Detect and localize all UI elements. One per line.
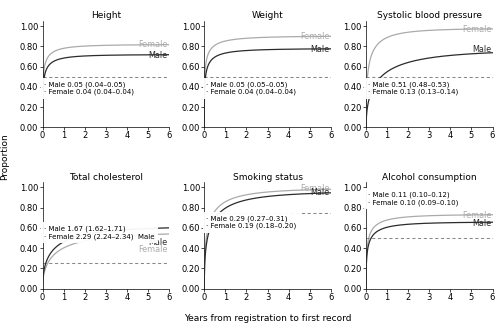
Title: Total cholesterol: Total cholesterol [68, 173, 142, 182]
Title: Smoking status: Smoking status [232, 173, 302, 182]
Text: · Male 0.11 (0.10–0.12)
· Female 0.10 (0.09–0.10): · Male 0.11 (0.10–0.12) · Female 0.10 (0… [368, 191, 458, 205]
Title: Systolic blood pressure: Systolic blood pressure [377, 11, 482, 21]
Text: Male: Male [148, 51, 168, 60]
Text: · Male 0.29 (0.27–0.31)
· Female 0.19 (0.18–0.20): · Male 0.29 (0.27–0.31) · Female 0.19 (0… [206, 215, 296, 229]
Text: Male: Male [148, 238, 168, 247]
Text: Female: Female [462, 25, 492, 34]
Text: Female: Female [300, 185, 330, 194]
Text: Male: Male [472, 46, 492, 54]
Text: · Male 0.05 (0.04–0.05)
· Female 0.04 (0.04–0.04): · Male 0.05 (0.04–0.05) · Female 0.04 (0… [44, 81, 134, 95]
Text: Female: Female [300, 32, 330, 41]
Text: Male: Male [310, 188, 330, 197]
Text: Female: Female [138, 40, 168, 50]
Text: Male: Male [472, 219, 492, 228]
Title: Height: Height [90, 11, 121, 21]
Text: · Male 1.67 (1.62–1.71)
· Female 2.29 (2.24–2.34)  Male: · Male 1.67 (1.62–1.71) · Female 2.29 (2… [44, 226, 154, 240]
Text: Proportion: Proportion [0, 133, 10, 180]
Text: Years from registration to first record: Years from registration to first record [184, 314, 351, 323]
Text: Female: Female [462, 211, 492, 220]
Title: Weight: Weight [252, 11, 284, 21]
Title: Alcohol consumption: Alcohol consumption [382, 173, 476, 182]
Text: Male: Male [310, 45, 330, 54]
Text: Female: Female [138, 245, 168, 254]
Text: · Male 0.05 (0.05–0.05)
· Female 0.04 (0.04–0.04): · Male 0.05 (0.05–0.05) · Female 0.04 (0… [206, 81, 296, 95]
Text: · Male 0.51 (0.48–0.53)
· Female 0.13 (0.13–0.14): · Male 0.51 (0.48–0.53) · Female 0.13 (0… [368, 81, 458, 95]
